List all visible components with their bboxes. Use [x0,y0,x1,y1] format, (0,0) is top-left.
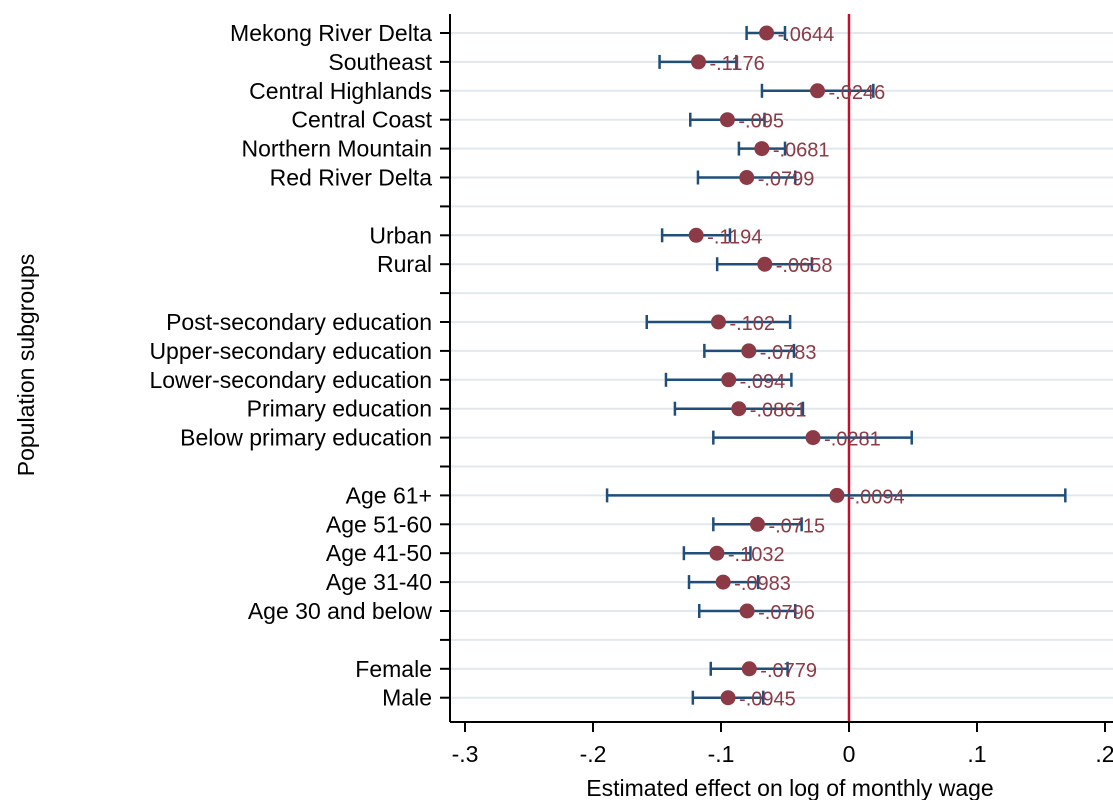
x-tick-label: -.2 [580,741,607,767]
value-label: -.0779 [760,660,817,682]
row-label: Below primary education [180,425,432,451]
estimate-marker [829,487,845,503]
estimate-marker [757,256,773,272]
row-label: Mekong River Delta [230,20,432,46]
row-label: Red River Delta [270,165,433,191]
row-label: Southeast [328,49,432,75]
confidence-intervals [605,26,1067,705]
row-label: Age 31-40 [326,569,432,595]
estimate-marker [710,314,726,330]
value-label: -.1176 [709,53,764,75]
x-tick-label: 0 [843,741,856,767]
row-label: Male [382,685,432,711]
value-label: -.0799 [758,169,815,191]
value-label: -.1032 [728,544,785,566]
row-label: Central Highlands [249,78,432,104]
estimate-marker [741,661,757,677]
value-label: -.0246 [829,82,886,104]
value-label: -.0796 [758,602,815,624]
row-label: Primary education [247,396,432,422]
row-label: Age 51-60 [326,511,432,537]
row-label: Urban [369,222,432,248]
x-tick-label: -.3 [452,741,479,767]
y-axis-title: Population subgroups [13,254,39,477]
value-label: -.0094 [848,486,905,508]
estimate-marker [754,141,770,157]
row-label: Age 41-50 [326,540,432,566]
value-label: -.094 [740,371,786,393]
estimate-marker [688,227,704,243]
x-tick-labels: -.3 -.2 -.1 0 .1 .2 [452,741,1113,767]
value-label: -.0644 [778,24,835,46]
estimate-marker [810,83,826,99]
estimate-marker [749,516,765,532]
value-label: -.095 [738,111,784,133]
estimate-marker [715,574,731,590]
axes [440,14,1113,732]
estimate-marker [721,372,737,388]
value-label: -.0281 [824,429,881,451]
value-label: -.0945 [739,689,796,711]
row-label: Upper-secondary education [149,338,432,364]
estimate-marker [759,25,775,41]
estimate-marker [741,343,757,359]
estimate-marker [720,690,736,706]
row-labels: Mekong River Delta Southeast Central Highl… [149,20,432,711]
value-label: -.0783 [760,342,817,364]
row-label: Age 61+ [346,482,432,508]
value-label: -.1194 [707,226,762,248]
estimate-marker [709,545,725,561]
value-label: -.0715 [768,515,825,537]
value-label: -.0681 [773,140,830,162]
value-label: -.0658 [776,255,833,277]
estimate-marker [739,603,755,619]
value-label: -.102 [729,313,775,335]
estimate-marker [731,401,747,417]
estimate-marker [739,170,755,185]
row-label: Age 30 and below [248,598,433,624]
point-estimates [688,25,845,706]
estimate-marker [690,54,706,70]
value-label: -.0983 [734,573,791,595]
x-tick-label: .1 [967,741,986,767]
estimate-marker [719,112,735,128]
row-label: Northern Mountain [242,136,433,162]
row-label: Post-secondary education [166,309,432,335]
row-label: Rural [377,251,432,277]
x-axis-title: Estimated effect on log of monthly wage [586,775,993,800]
row-label: Female [355,656,432,682]
value-label: -.0861 [750,400,807,422]
row-label: Lower-secondary education [149,367,432,393]
estimate-marker [805,430,821,446]
x-tick-label: .2 [1095,741,1113,767]
value-labels: -.0644 -.1176 -.0246 -.095 -.0681 -.0799 -.119… [707,24,905,711]
row-label: Central Coast [291,107,432,133]
x-tick-label: -.1 [708,741,735,767]
